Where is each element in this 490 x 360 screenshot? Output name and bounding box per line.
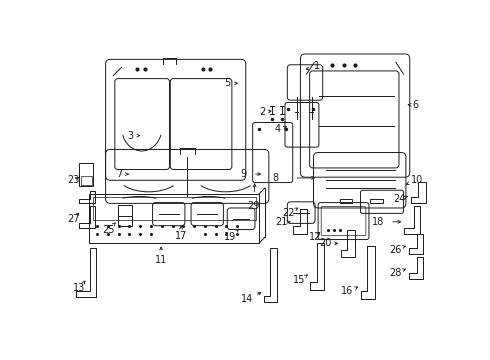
Text: 29: 29 — [247, 202, 260, 211]
Text: 23: 23 — [67, 175, 79, 185]
Text: 12: 12 — [309, 232, 321, 242]
Text: 5: 5 — [224, 78, 230, 88]
Text: 1: 1 — [314, 61, 319, 71]
Text: 7: 7 — [116, 169, 122, 179]
Text: 15: 15 — [294, 275, 306, 285]
Text: 6: 6 — [412, 100, 418, 110]
Text: 27: 27 — [67, 214, 79, 224]
Text: 18: 18 — [372, 217, 384, 227]
Bar — [81, 176, 92, 185]
Bar — [89, 194, 259, 243]
Text: 25: 25 — [102, 225, 115, 235]
Bar — [93, 197, 256, 220]
Text: 21: 21 — [275, 217, 287, 227]
Text: 2: 2 — [260, 108, 266, 117]
Text: 19: 19 — [224, 232, 237, 242]
Text: 14: 14 — [241, 294, 253, 304]
Bar — [340, 199, 352, 203]
Bar — [79, 163, 93, 186]
Text: 20: 20 — [319, 238, 332, 248]
Text: 22: 22 — [283, 208, 295, 217]
Text: 13: 13 — [74, 283, 86, 293]
Text: 16: 16 — [341, 286, 353, 296]
Bar — [118, 205, 132, 226]
Text: 8: 8 — [272, 173, 278, 183]
Bar — [370, 199, 383, 203]
Text: 4: 4 — [275, 125, 281, 134]
Text: 26: 26 — [389, 244, 401, 255]
Text: 11: 11 — [155, 255, 167, 265]
Text: 28: 28 — [389, 268, 401, 278]
Text: 9: 9 — [241, 169, 246, 179]
Text: 10: 10 — [411, 175, 423, 185]
Text: 3: 3 — [127, 131, 133, 141]
Text: 17: 17 — [175, 231, 187, 241]
Text: 24: 24 — [393, 194, 406, 204]
